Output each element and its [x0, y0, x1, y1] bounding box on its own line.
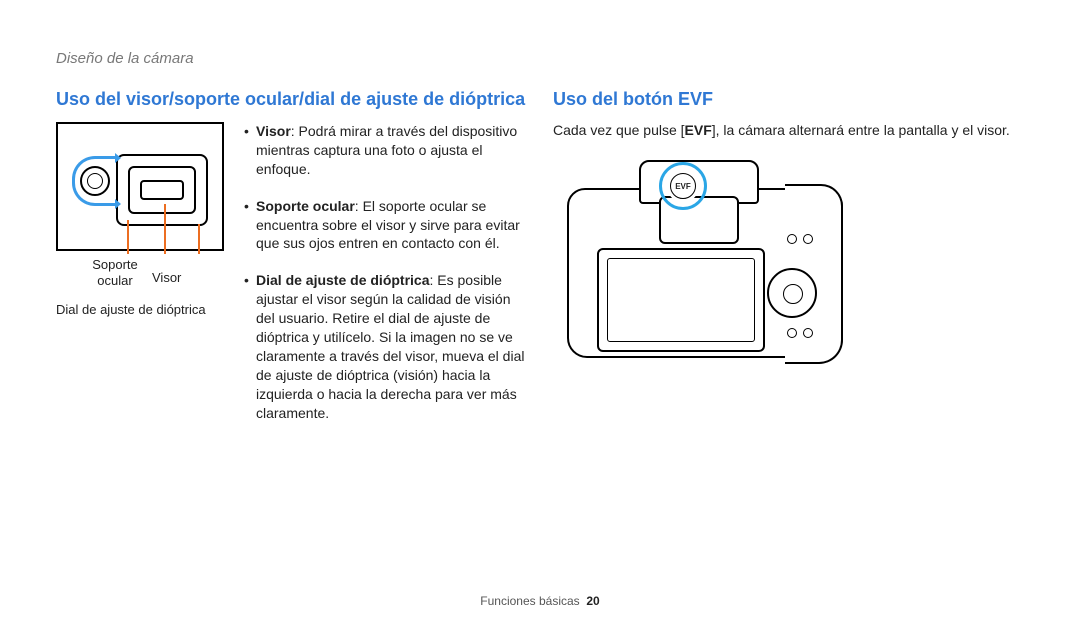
- bullet-item-eyecup: Soporte ocular: El soporte ocular se enc…: [242, 197, 527, 254]
- bullet-term: Dial de ajuste de dióptrica: [256, 272, 430, 288]
- content-columns: Uso del visor/soporte ocular/dial de aju…: [56, 89, 1024, 440]
- breadcrumb: Diseño de la cámara: [56, 50, 1024, 67]
- bullet-text: : Podrá mirar a través del dispositivo m…: [256, 123, 517, 177]
- viewfinder-slot-shape: [140, 180, 184, 200]
- bullet-text: : Es posible ajustar el visor según la c…: [256, 272, 524, 420]
- evf-button-icon: EVF: [670, 173, 696, 199]
- camera-body-shape: [567, 188, 843, 358]
- camera-dpad-shape: [767, 268, 817, 318]
- bullet-term: Visor: [256, 123, 291, 139]
- camera-rear-figure: EVF: [559, 156, 859, 381]
- callout-line-dial: [127, 220, 129, 254]
- label-eyecup: Soporte ocular: [86, 257, 144, 288]
- footer-page-number: 20: [586, 594, 599, 608]
- right-column: Uso del botón EVF Cada vez que pulse [EV…: [553, 89, 1024, 440]
- label-viewfinder: Visor: [152, 257, 192, 288]
- evf-highlight-circle: EVF: [659, 162, 707, 210]
- right-heading: Uso del botón EVF: [553, 89, 1024, 110]
- evf-text-bold: EVF: [685, 122, 712, 138]
- left-inner: Soporte ocular Visor Dial de ajuste de d…: [56, 122, 527, 440]
- left-heading: Uso del visor/soporte ocular/dial de aju…: [56, 89, 527, 110]
- bullet-item-diopter: Dial de ajuste de dióptrica: Es posible …: [242, 271, 527, 422]
- bullet-term: Soporte ocular: [256, 198, 355, 214]
- footer-section-label: Funciones básicas: [480, 594, 579, 608]
- callout-line-visor: [198, 224, 200, 254]
- camera-top-buttons-shape: [787, 234, 813, 244]
- rotate-arrow-icon: [72, 156, 118, 206]
- callout-line-eyecup: [164, 204, 166, 254]
- evf-text-post: ], la cámara alternará entre la pantalla…: [712, 122, 1010, 138]
- label-diopter-dial: Dial de ajuste de dióptrica: [56, 302, 224, 318]
- camera-bottom-buttons-shape: [787, 328, 813, 338]
- viewfinder-figure-wrap: Soporte ocular Visor Dial de ajuste de d…: [56, 122, 224, 440]
- viewfinder-figure: [56, 122, 224, 251]
- figure-labels: Soporte ocular Visor Dial de ajuste de d…: [56, 257, 224, 318]
- evf-text-pre: Cada vez que pulse [: [553, 122, 685, 138]
- left-column: Uso del visor/soporte ocular/dial de aju…: [56, 89, 527, 440]
- evf-description: Cada vez que pulse [EVF], la cámara alte…: [553, 122, 1024, 138]
- page-footer: Funciones básicas 20: [0, 594, 1080, 608]
- camera-lcd-shape: [597, 248, 765, 352]
- bullet-list: Visor: Podrá mirar a través del disposit…: [242, 122, 527, 440]
- bullet-item-visor: Visor: Podrá mirar a través del disposit…: [242, 122, 527, 179]
- manual-page: Diseño de la cámara Uso del visor/soport…: [0, 0, 1080, 630]
